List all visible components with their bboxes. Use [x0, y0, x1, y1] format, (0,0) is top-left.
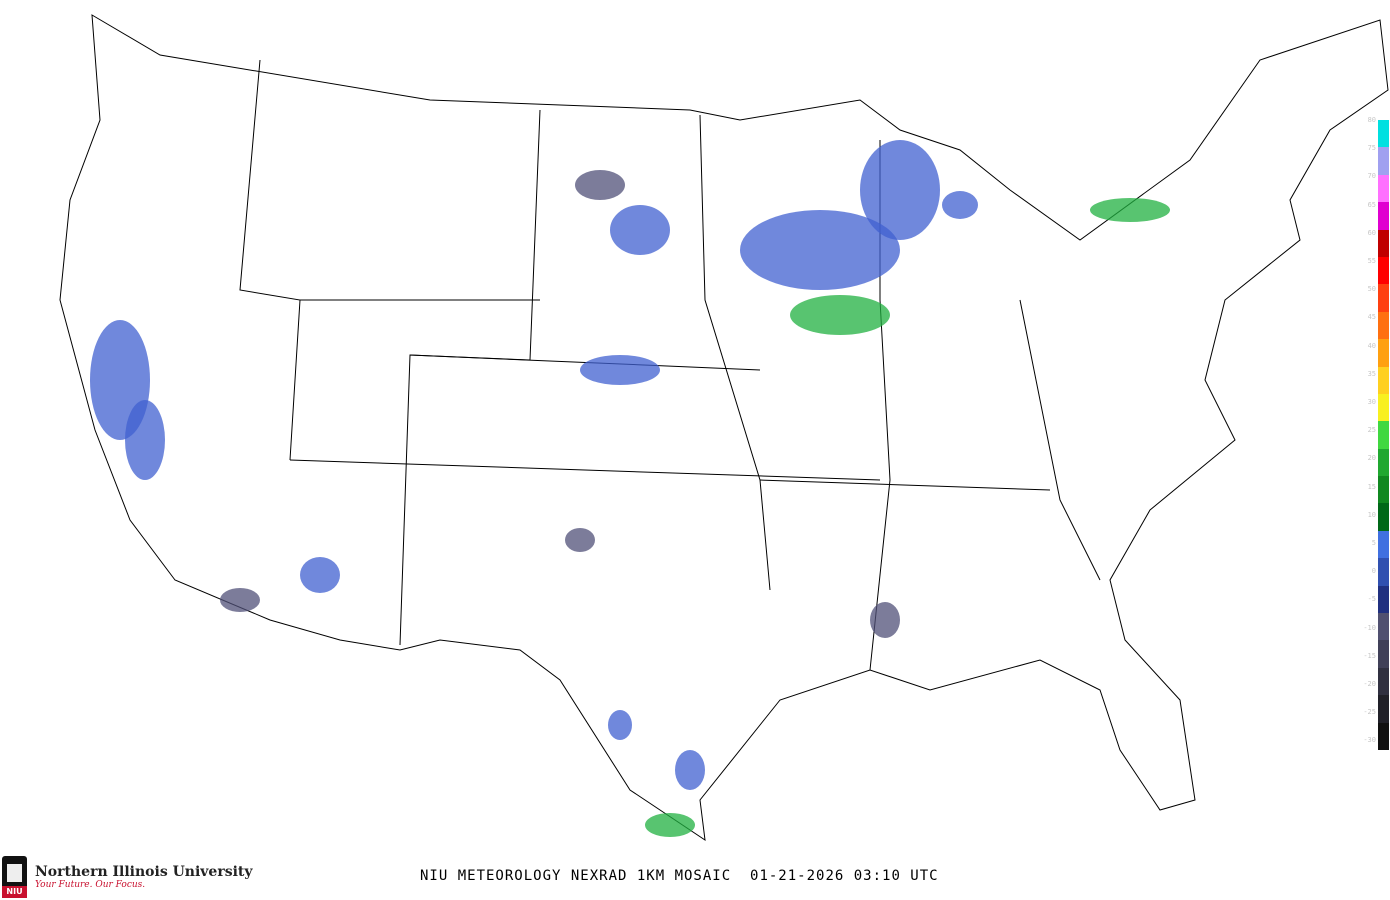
- reflectivity-legend: 80 75 70 65 60 55 50 45 40 35 30 25 20 15 10 5 0 -5 -10 -15…: [1362, 116, 1390, 752]
- legend-label: 75: [1367, 144, 1376, 153]
- color-scale-bar: [1378, 120, 1389, 750]
- radar-echo: [942, 191, 978, 219]
- legend-color-4: [1378, 229, 1389, 257]
- radar-echo: [860, 140, 940, 240]
- legend-label: -10: [1363, 623, 1376, 632]
- legend-color-1: [1378, 147, 1389, 175]
- legend-color-5: [1378, 256, 1389, 285]
- legend-label: 30: [1367, 398, 1376, 406]
- university-tagline: Your Future. Our Focus.: [35, 880, 146, 890]
- radar-echo: [575, 170, 625, 200]
- legend-label: 70: [1367, 172, 1376, 181]
- legend-color-21: [1378, 695, 1389, 723]
- radar-echo: [740, 210, 900, 290]
- legend-color-7: [1378, 311, 1389, 340]
- legend-color-2: [1378, 174, 1389, 203]
- legend-color-9: [1378, 366, 1389, 394]
- legend-label: 40: [1367, 341, 1376, 350]
- legend-color-14: [1378, 503, 1389, 531]
- legend-color-15: [1378, 530, 1389, 559]
- radar-echo: [565, 528, 595, 552]
- legend-color-22: [1378, 722, 1389, 750]
- legend-label: -25: [1363, 708, 1376, 717]
- legend-label: 0: [1371, 567, 1376, 576]
- legend-color-10: [1378, 393, 1389, 422]
- legend-label: -20: [1363, 680, 1376, 688]
- radar-echo: [675, 750, 705, 790]
- legend-label: -30: [1363, 736, 1376, 745]
- legend-color-0: [1378, 120, 1389, 148]
- legend-label: 5: [1371, 539, 1376, 547]
- legend-label: 55: [1367, 257, 1376, 265]
- legend-label: 15: [1367, 482, 1376, 491]
- legend-color-19: [1378, 640, 1389, 668]
- timestamp: 01-21-2026 03:10 UTC: [750, 868, 939, 884]
- legend-label: 35: [1367, 369, 1376, 378]
- radar-echo: [220, 588, 260, 612]
- legend-color-11: [1378, 421, 1389, 449]
- legend-color-6: [1378, 284, 1389, 312]
- radar-echo: [1090, 198, 1170, 222]
- radar-echo: [580, 355, 660, 385]
- legend-color-17: [1378, 585, 1389, 614]
- radar-echo: [790, 295, 890, 335]
- legend-label: -15: [1363, 651, 1376, 660]
- radar-echo: [125, 400, 165, 480]
- legend-color-18: [1378, 613, 1389, 641]
- legend-label: 20: [1367, 454, 1376, 463]
- legend-color-13: [1378, 476, 1389, 504]
- niu-logo-mark: NIU: [2, 856, 27, 898]
- legend-label: 45: [1367, 313, 1376, 322]
- legend-label: 10: [1367, 510, 1376, 519]
- legend-label: 25: [1367, 426, 1376, 435]
- niu-logo: NIU Northern Illinois University Your Fu…: [2, 856, 253, 898]
- us-outline: [59, 14, 1389, 842]
- legend-color-8: [1378, 339, 1389, 367]
- university-name: Northern Illinois University: [35, 864, 253, 880]
- radar-echo: [300, 557, 340, 593]
- legend-color-16: [1378, 558, 1389, 586]
- legend-color-3: [1378, 202, 1389, 230]
- legend-color-20: [1378, 667, 1389, 696]
- legend-label: -5: [1367, 595, 1376, 604]
- map-caption: NIU METEOROLOGY NEXRAD 1KM MOSAIC 01-21-…: [420, 868, 939, 884]
- legend-label: 50: [1367, 285, 1376, 294]
- legend-label: 65: [1367, 200, 1376, 209]
- radar-echo: [610, 205, 670, 255]
- product-title: NIU METEOROLOGY NEXRAD 1KM MOSAIC: [420, 868, 732, 884]
- radar-echo: [645, 813, 695, 837]
- radar-echoes: [90, 140, 1170, 837]
- radar-echo: [870, 602, 900, 638]
- radar-echo: [608, 710, 632, 740]
- legend-label: 60: [1367, 228, 1376, 237]
- legend-label: 80: [1367, 116, 1376, 124]
- legend-color-12: [1378, 448, 1389, 477]
